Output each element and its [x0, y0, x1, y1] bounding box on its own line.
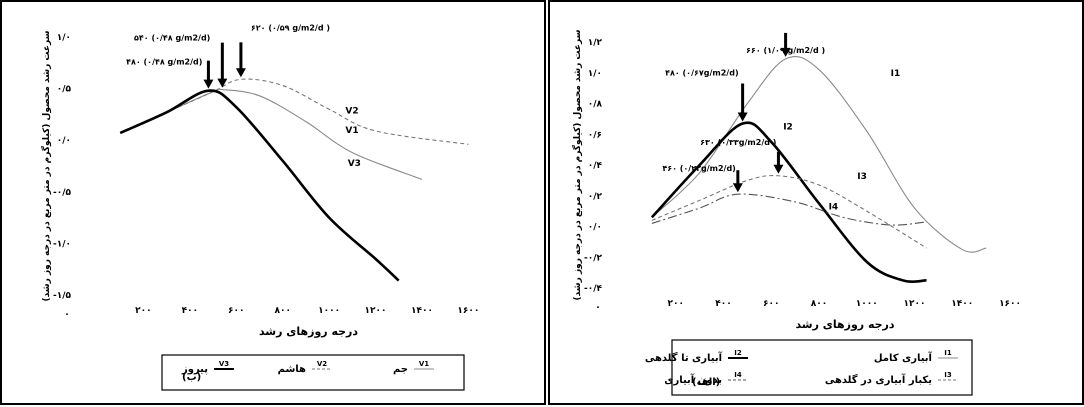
x-tick-label: ۱۶۰۰ [457, 306, 479, 316]
series-label-I3: I3 [857, 172, 867, 182]
peak-arrow-head [217, 78, 228, 88]
y-tick-label: -۰/۵ [53, 188, 72, 198]
y-tick-label: -۱/۰ [53, 239, 71, 249]
x-tick-label: ۱۴۰۰ [411, 306, 433, 316]
legend-text-I1: آبیاری کامل [874, 351, 933, 364]
legend-text-V2: هاشم [278, 364, 306, 375]
legend-text-I2: آبیاری تا گلدهی [645, 351, 723, 364]
x-tick-label: ۲۰۰ [668, 299, 684, 309]
x-tick-label: ۸۰۰ [274, 306, 290, 316]
panel-label: (الف) [692, 377, 720, 388]
peak-annotation: ۴۸۰ (۰/۶۷g/m2/d) [665, 68, 739, 77]
legend-text-V3: پیروز [181, 364, 208, 375]
chart-panel-b: ۱/۰ ۰/۵ ۰/۰ -۰/۵ -۱/۰ -۱/۵ ۲۰۰ ۴۰۰ ۶۰۰ ۸۰۰ ۱۰۰۰ ۱۲۰… [0, 0, 546, 405]
legend-code-V3: V3 [219, 360, 229, 368]
legend-box [161, 354, 465, 391]
y-tick-label: ۰/۰ [588, 223, 602, 233]
legend-code-I2: I2 [734, 349, 742, 357]
y-axis-title: سرعت رشد محصول (کیلوگرم در متر مربع در د… [571, 29, 583, 300]
series-label-I1: I1 [891, 69, 901, 79]
x-tick-label: ۶۰۰ [763, 299, 779, 309]
x-tick-label: ۴۰۰ [182, 306, 198, 316]
series-line-I4 [651, 193, 927, 226]
y-tick-label: ۱/۲ [588, 38, 603, 48]
x-tick-label: ۱۲۰۰ [365, 306, 387, 316]
chart-b-svg: ۱/۰ ۰/۵ ۰/۰ -۰/۵ -۱/۰ -۱/۵ ۲۰۰ ۴۰۰ ۶۰۰ ۸۰۰ ۱۰۰۰ ۱۲۰… [40, 23, 479, 391]
legend-code-V2: V2 [317, 360, 327, 368]
series-label-V1: V1 [345, 126, 358, 136]
series-label-V2: V2 [345, 106, 358, 116]
y-tick-label: ۱/۰ [57, 33, 71, 43]
series-label-V3: V3 [348, 159, 361, 169]
peak-annotation: ۵۴۰ (۰/۴۸ g/m2/d) [134, 34, 210, 43]
x-tick-label: ۱۶۰۰ [999, 299, 1021, 309]
series-line-V2 [119, 78, 469, 145]
x-tick-label: ۱۲۰۰ [904, 299, 926, 309]
peak-annotation: ۶۲۰ (۰/۵۹ g/m2/d ) [251, 23, 330, 32]
y-tick-label: ۰/۸ [588, 100, 603, 110]
x-axis-title: درجه روزهای رشد [259, 325, 358, 338]
peak-annotation: ۶۶۰ (۱/۰۹ g/m2/d ) [746, 46, 825, 55]
y-tick-label: ۰/۰ [57, 136, 71, 146]
origin-dot: . [65, 308, 68, 318]
legend-text-I3: یکبار آبیاری در گلدهی [825, 373, 932, 386]
y-tick-label: ۰/۵ [57, 85, 72, 95]
y-tick-label: -۰/۴ [584, 284, 603, 294]
series-line-I2 [650, 121, 927, 283]
series-label-I4: I4 [829, 203, 839, 213]
y-tick-label: ۰/۶ [588, 130, 602, 140]
peak-annotation: ۴۶۰ (۰/۲۲g/m2/d) [662, 164, 736, 173]
peak-arrow-head [737, 112, 748, 122]
legend-text-V1: جم [393, 364, 408, 375]
peak-arrow-head [773, 164, 784, 174]
legend-code-I1: I1 [944, 349, 952, 357]
legend-text-I4: بدون آبیاری [664, 373, 722, 386]
chart-panel-a: ۱/۲ ۱/۰ ۰/۸ ۰/۶ ۰/۴ ۰/۲ ۰/۰ -۰/۲ -۰/۴ ۲۰۰ ۴۰۰ ۶۰۰ ۸۰… [548, 0, 1084, 405]
x-axis-title: درجه روزهای رشد [795, 318, 894, 331]
series-line-V3 [119, 89, 400, 282]
peak-annotation: ۴۸۰ (۰/۴۸ g/m2/d) [126, 58, 202, 67]
x-tick-label: ۱۰۰۰ [856, 299, 878, 309]
x-tick-label: ۸۰۰ [811, 299, 827, 309]
series-line-I3 [651, 175, 927, 249]
peak-annotation: ۶۳۰ (۰/۳۳g/m2/d ) [700, 138, 776, 147]
y-axis-title: سرعت رشد محصول (کیلوگرم در متر مربع در د… [40, 30, 52, 301]
x-tick-label: ۱۰۰۰ [318, 306, 340, 316]
peak-arrow-head [732, 183, 743, 193]
y-tick-label: -۰/۲ [584, 253, 603, 263]
series-line-I1 [651, 55, 987, 253]
x-tick-label: ۶۰۰ [228, 306, 244, 316]
series-label-I2: I2 [783, 123, 793, 133]
x-tick-label: ۱۴۰۰ [951, 299, 973, 309]
y-tick-label: -۱/۵ [53, 291, 72, 301]
y-tick-label: ۰/۴ [588, 161, 603, 171]
series-line-V1 [119, 88, 423, 180]
x-tick-label: ۲۰۰ [135, 306, 151, 316]
x-tick-label: ۴۰۰ [715, 299, 731, 309]
legend-code-I4: I4 [734, 371, 742, 379]
y-tick-label: ۰/۲ [588, 192, 603, 202]
y-tick-label: ۱/۰ [588, 69, 602, 79]
peak-arrow-head [780, 47, 791, 57]
origin-dot: . [596, 301, 599, 311]
legend-code-I3: I3 [944, 371, 952, 379]
legend-code-V1: V1 [419, 360, 429, 368]
peak-arrow-head [235, 68, 246, 78]
legend-box [671, 339, 973, 396]
panel-label: (ب) [182, 372, 201, 383]
chart-a-svg: ۱/۲ ۱/۰ ۰/۸ ۰/۶ ۰/۴ ۰/۲ ۰/۰ -۰/۲ -۰/۴ ۲۰۰ ۴۰۰ ۶۰۰ ۸۰… [571, 29, 1021, 396]
peak-arrow-head [203, 79, 214, 89]
